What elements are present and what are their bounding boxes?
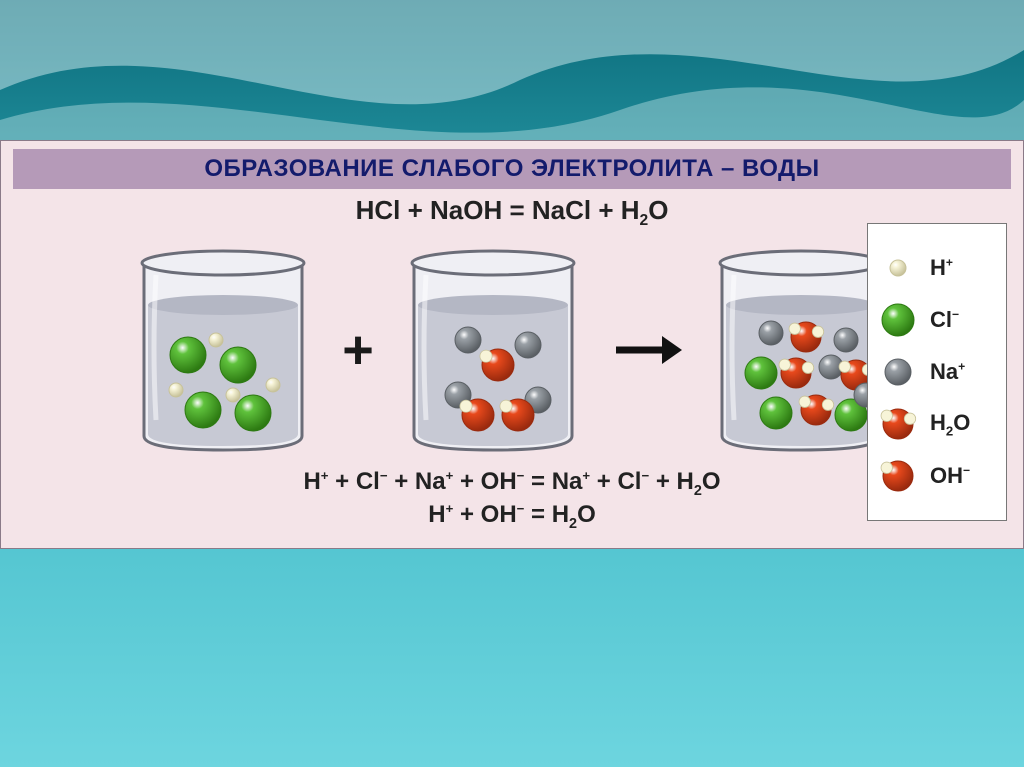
legend-label: OH− [930,463,970,489]
beaker-naoh [398,240,588,460]
legend-label: Na+ [930,359,965,385]
legend-row-h2o: H2O [878,404,996,444]
plus-operator: + [336,319,380,381]
ion-legend: H+ Cl− Na+ [867,223,1007,521]
equation-ionic-net: H+ + OH− = H2O [13,501,1011,532]
legend-row-h: H+ [878,248,996,288]
panel-title: ОБРАЗОВАНИЕ СЛАБОГО ЭЛЕКТРОЛИТА – ВОДЫ [13,149,1011,189]
arrow-operator [606,330,688,370]
equation-ionic-full: H+ + Cl− + Na+ + OH− = Na+ + Cl− + H2O [13,468,1011,499]
diagram-panel: ОБРАЗОВАНИЕ СЛАБОГО ЭЛЕКТРОЛИТА – ВОДЫ H… [0,140,1024,549]
legend-label: H+ [930,255,953,281]
beaker-hcl [128,240,318,460]
legend-row-na: Na+ [878,352,996,392]
legend-row-oh: OH− [878,456,996,496]
beaker-row: + [13,240,1011,460]
legend-row-cl: Cl− [878,300,996,340]
legend-label: H2O [930,410,970,438]
legend-label: Cl− [930,307,959,333]
equation-molecular: HCl + NaOH = NaCl + H2O [13,195,1011,230]
